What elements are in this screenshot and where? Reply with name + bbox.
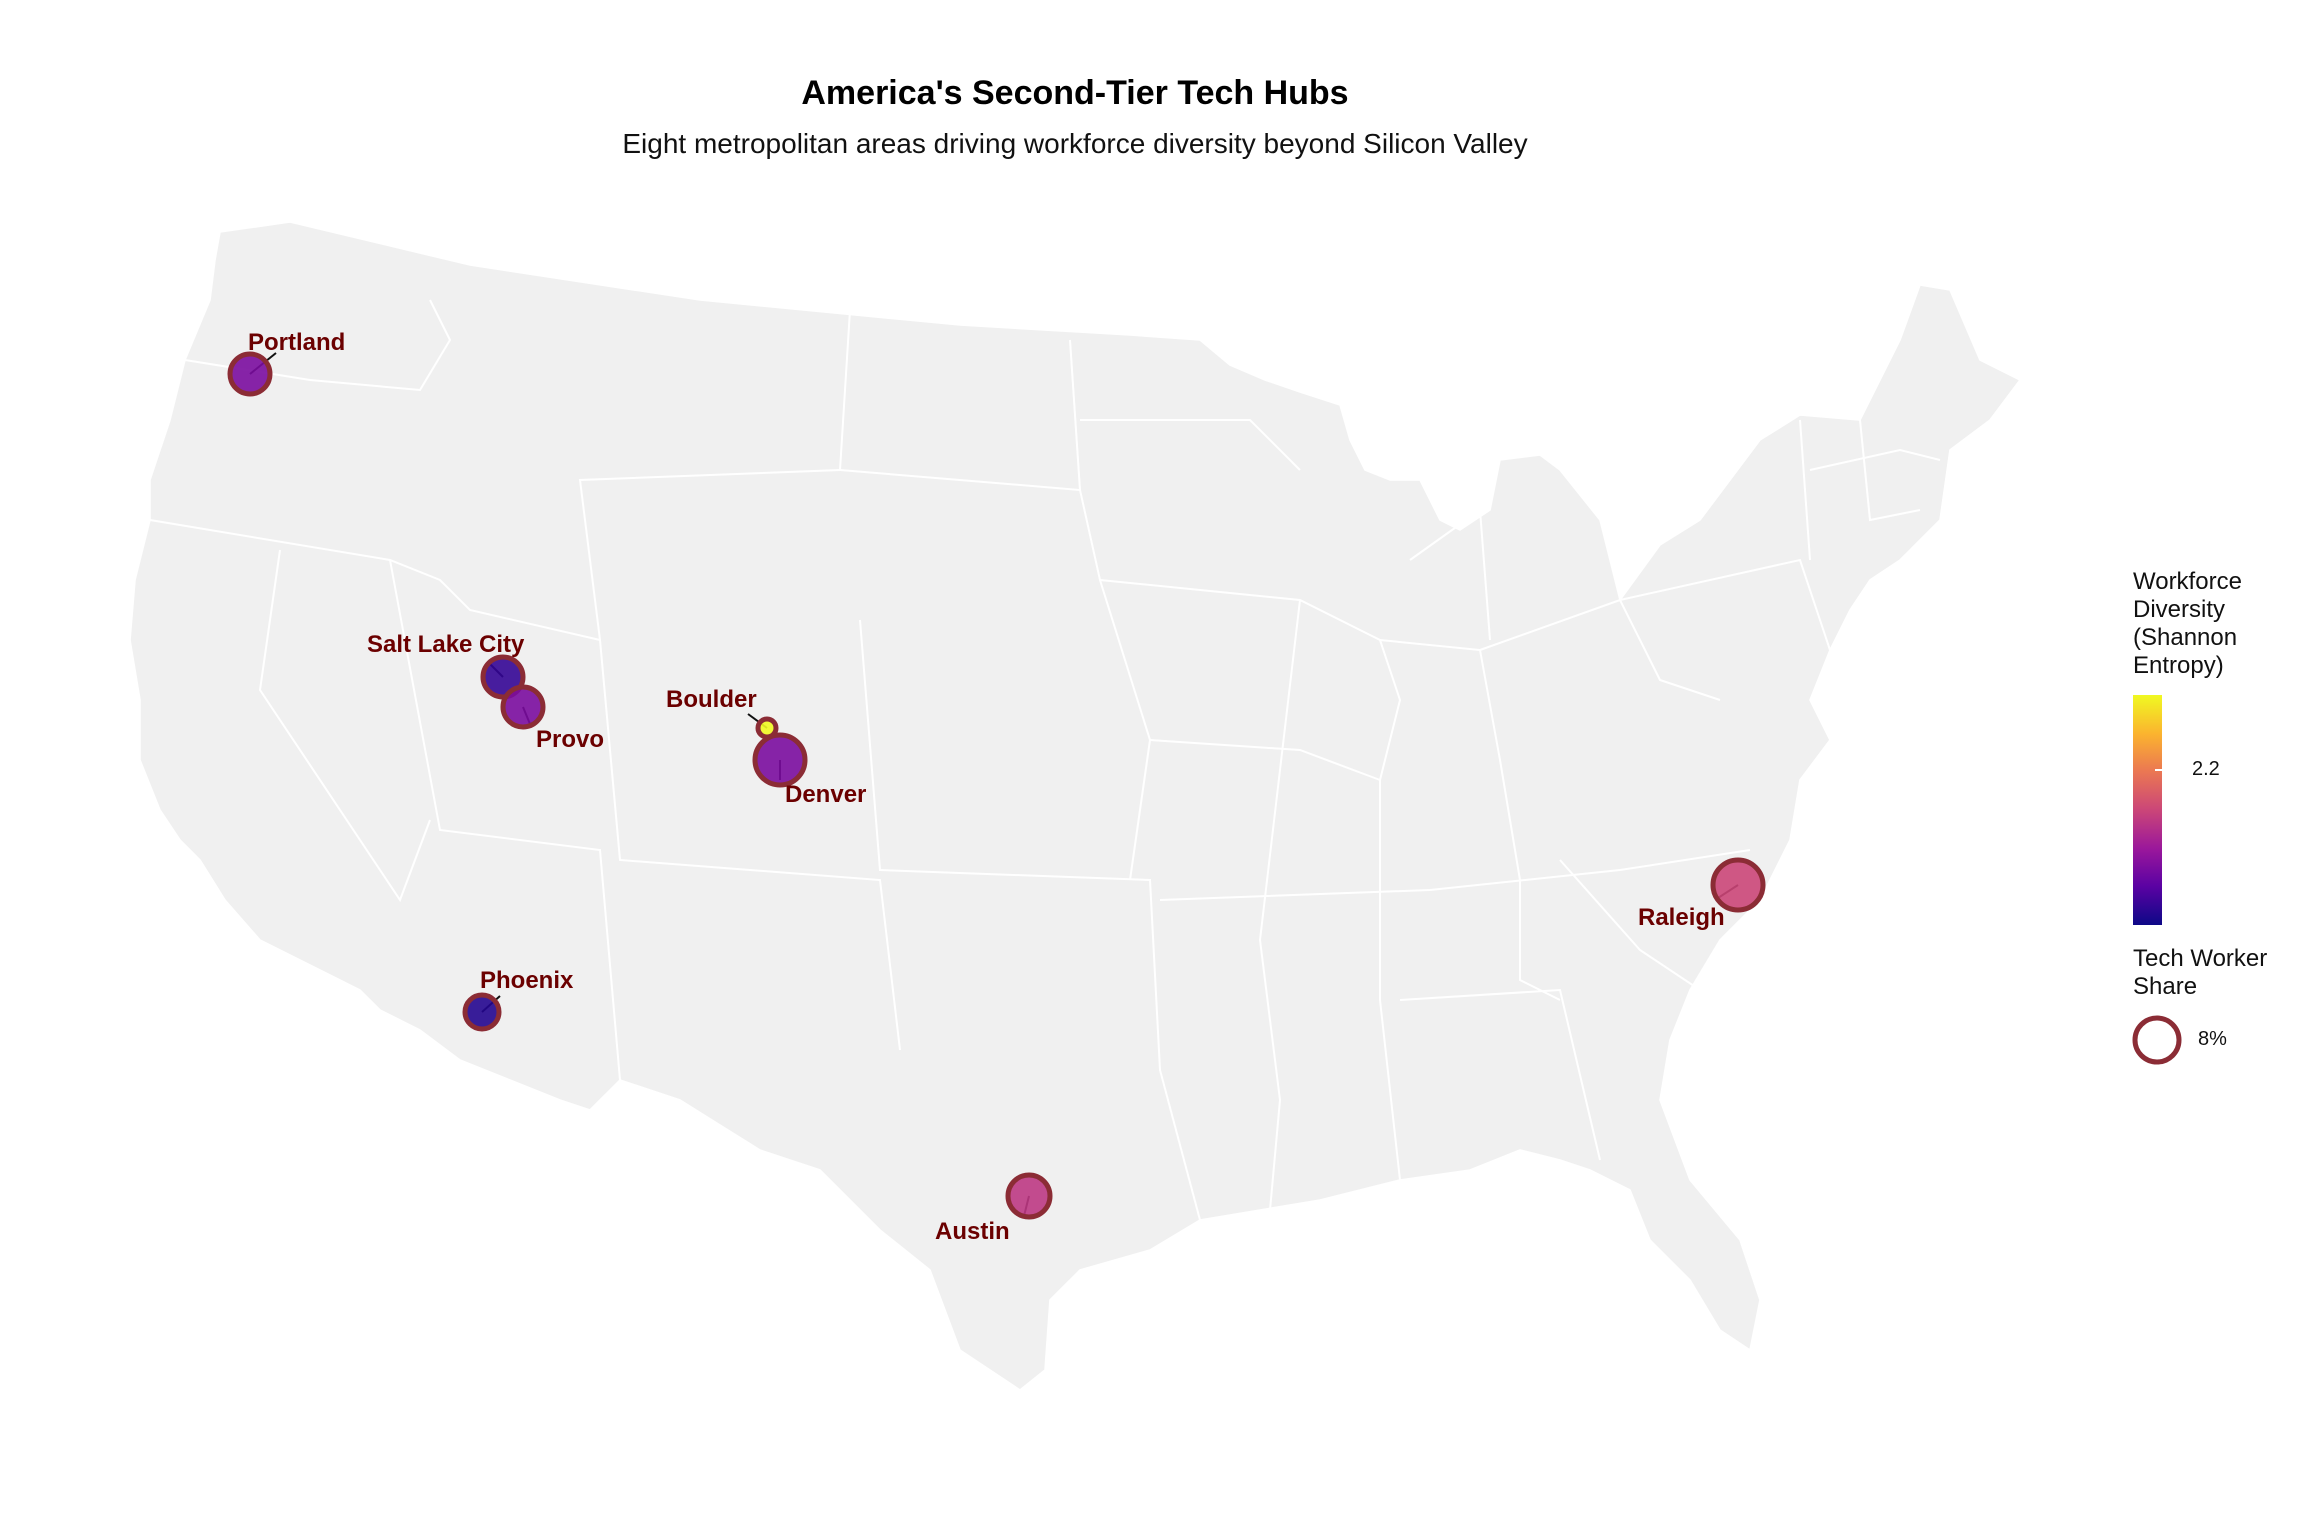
label-portland: Portland — [248, 329, 345, 356]
bubble-denver[interactable] — [752, 732, 808, 788]
label-denver: Denver — [785, 781, 866, 808]
land-mass — [129, 221, 2022, 1391]
city-labels: Portland Salt Lake City Provo Boulder De… — [248, 329, 1725, 1245]
bubble-raleigh[interactable] — [1710, 857, 1766, 913]
label-boulder: Boulder — [666, 686, 757, 713]
city-bubbles — [227, 351, 1766, 1220]
label-phoenix: Phoenix — [480, 967, 574, 994]
color-legend-title: Workforce Diversity (Shannon Entropy) — [2133, 568, 2242, 679]
bubble-portland[interactable] — [227, 351, 273, 397]
size-legend-circle — [2132, 1015, 2182, 1065]
chart-subtitle: Eight metropolitan areas driving workfor… — [622, 128, 1528, 159]
label-salt-lake-city: Salt Lake City — [367, 631, 525, 658]
state-borders — [149, 299, 1941, 1221]
size-legend-tick-label: 8% — [2198, 1028, 2227, 1050]
bubble-provo[interactable] — [500, 684, 546, 730]
chart-title: America's Second-Tier Tech Hubs — [801, 74, 1349, 112]
bubble-phoenix[interactable] — [462, 992, 502, 1032]
label-austin: Austin — [935, 1218, 1010, 1245]
label-provo: Provo — [536, 726, 604, 753]
size-legend-title: Tech Worker Share — [2133, 945, 2268, 1000]
bubble-austin[interactable] — [1005, 1172, 1053, 1220]
label-raleigh: Raleigh — [1638, 904, 1725, 931]
color-legend-tick-label: 2.2 — [2192, 758, 2220, 780]
color-scale-bar — [2133, 695, 2162, 925]
